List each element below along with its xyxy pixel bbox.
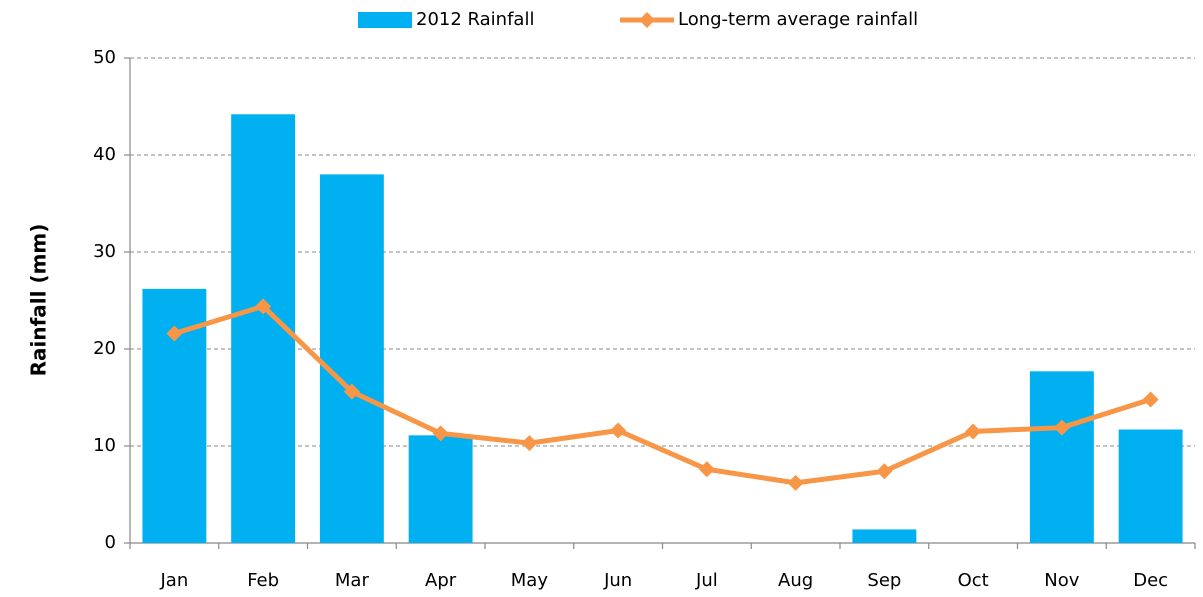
line-marker (255, 298, 272, 315)
y-axis-title: Rainfall (mm) (27, 224, 51, 377)
x-tick-label: Feb (247, 570, 279, 591)
bar (1118, 429, 1183, 543)
line-marker (876, 463, 893, 480)
x-tick-label: Apr (425, 570, 457, 591)
bar (408, 435, 473, 543)
y-tick-label: 50 (93, 47, 116, 68)
legend-marker (639, 12, 655, 28)
line-marker (343, 383, 360, 400)
bar (1029, 371, 1094, 543)
y-tick-label: 40 (93, 144, 116, 165)
line-marker (965, 423, 982, 440)
legend-label: Long-term average rainfall (678, 9, 918, 30)
x-tick-label: Oct (958, 570, 989, 591)
y-tick-label: 30 (93, 241, 116, 262)
line-marker (1053, 419, 1070, 436)
x-tick-label: May (511, 570, 549, 591)
line-marker (698, 461, 715, 478)
legend-swatch (358, 12, 412, 28)
legend-label: 2012 Rainfall (416, 9, 534, 30)
x-tick-label: Jul (695, 570, 718, 591)
line-marker (610, 422, 627, 439)
y-tick-label: 10 (93, 435, 116, 456)
line (173, 303, 1152, 486)
x-tick-label: Mar (335, 570, 370, 591)
line-marker (166, 325, 183, 342)
y-tick-label: 0 (105, 532, 116, 553)
x-tick-label: Jun (603, 570, 632, 591)
x-tick-label: Nov (1044, 570, 1079, 591)
x-tick-label: Jan (160, 570, 189, 591)
line-marker (787, 474, 804, 491)
bar (852, 529, 917, 543)
x-tick-label: Aug (778, 570, 813, 591)
bar (319, 174, 384, 543)
line-marker (432, 425, 449, 442)
line-marker (521, 435, 538, 452)
y-tick-label: 20 (93, 338, 116, 359)
line-marker (1142, 391, 1159, 408)
x-tick-label: Dec (1133, 570, 1168, 591)
x-tick-label: Sep (867, 570, 901, 591)
